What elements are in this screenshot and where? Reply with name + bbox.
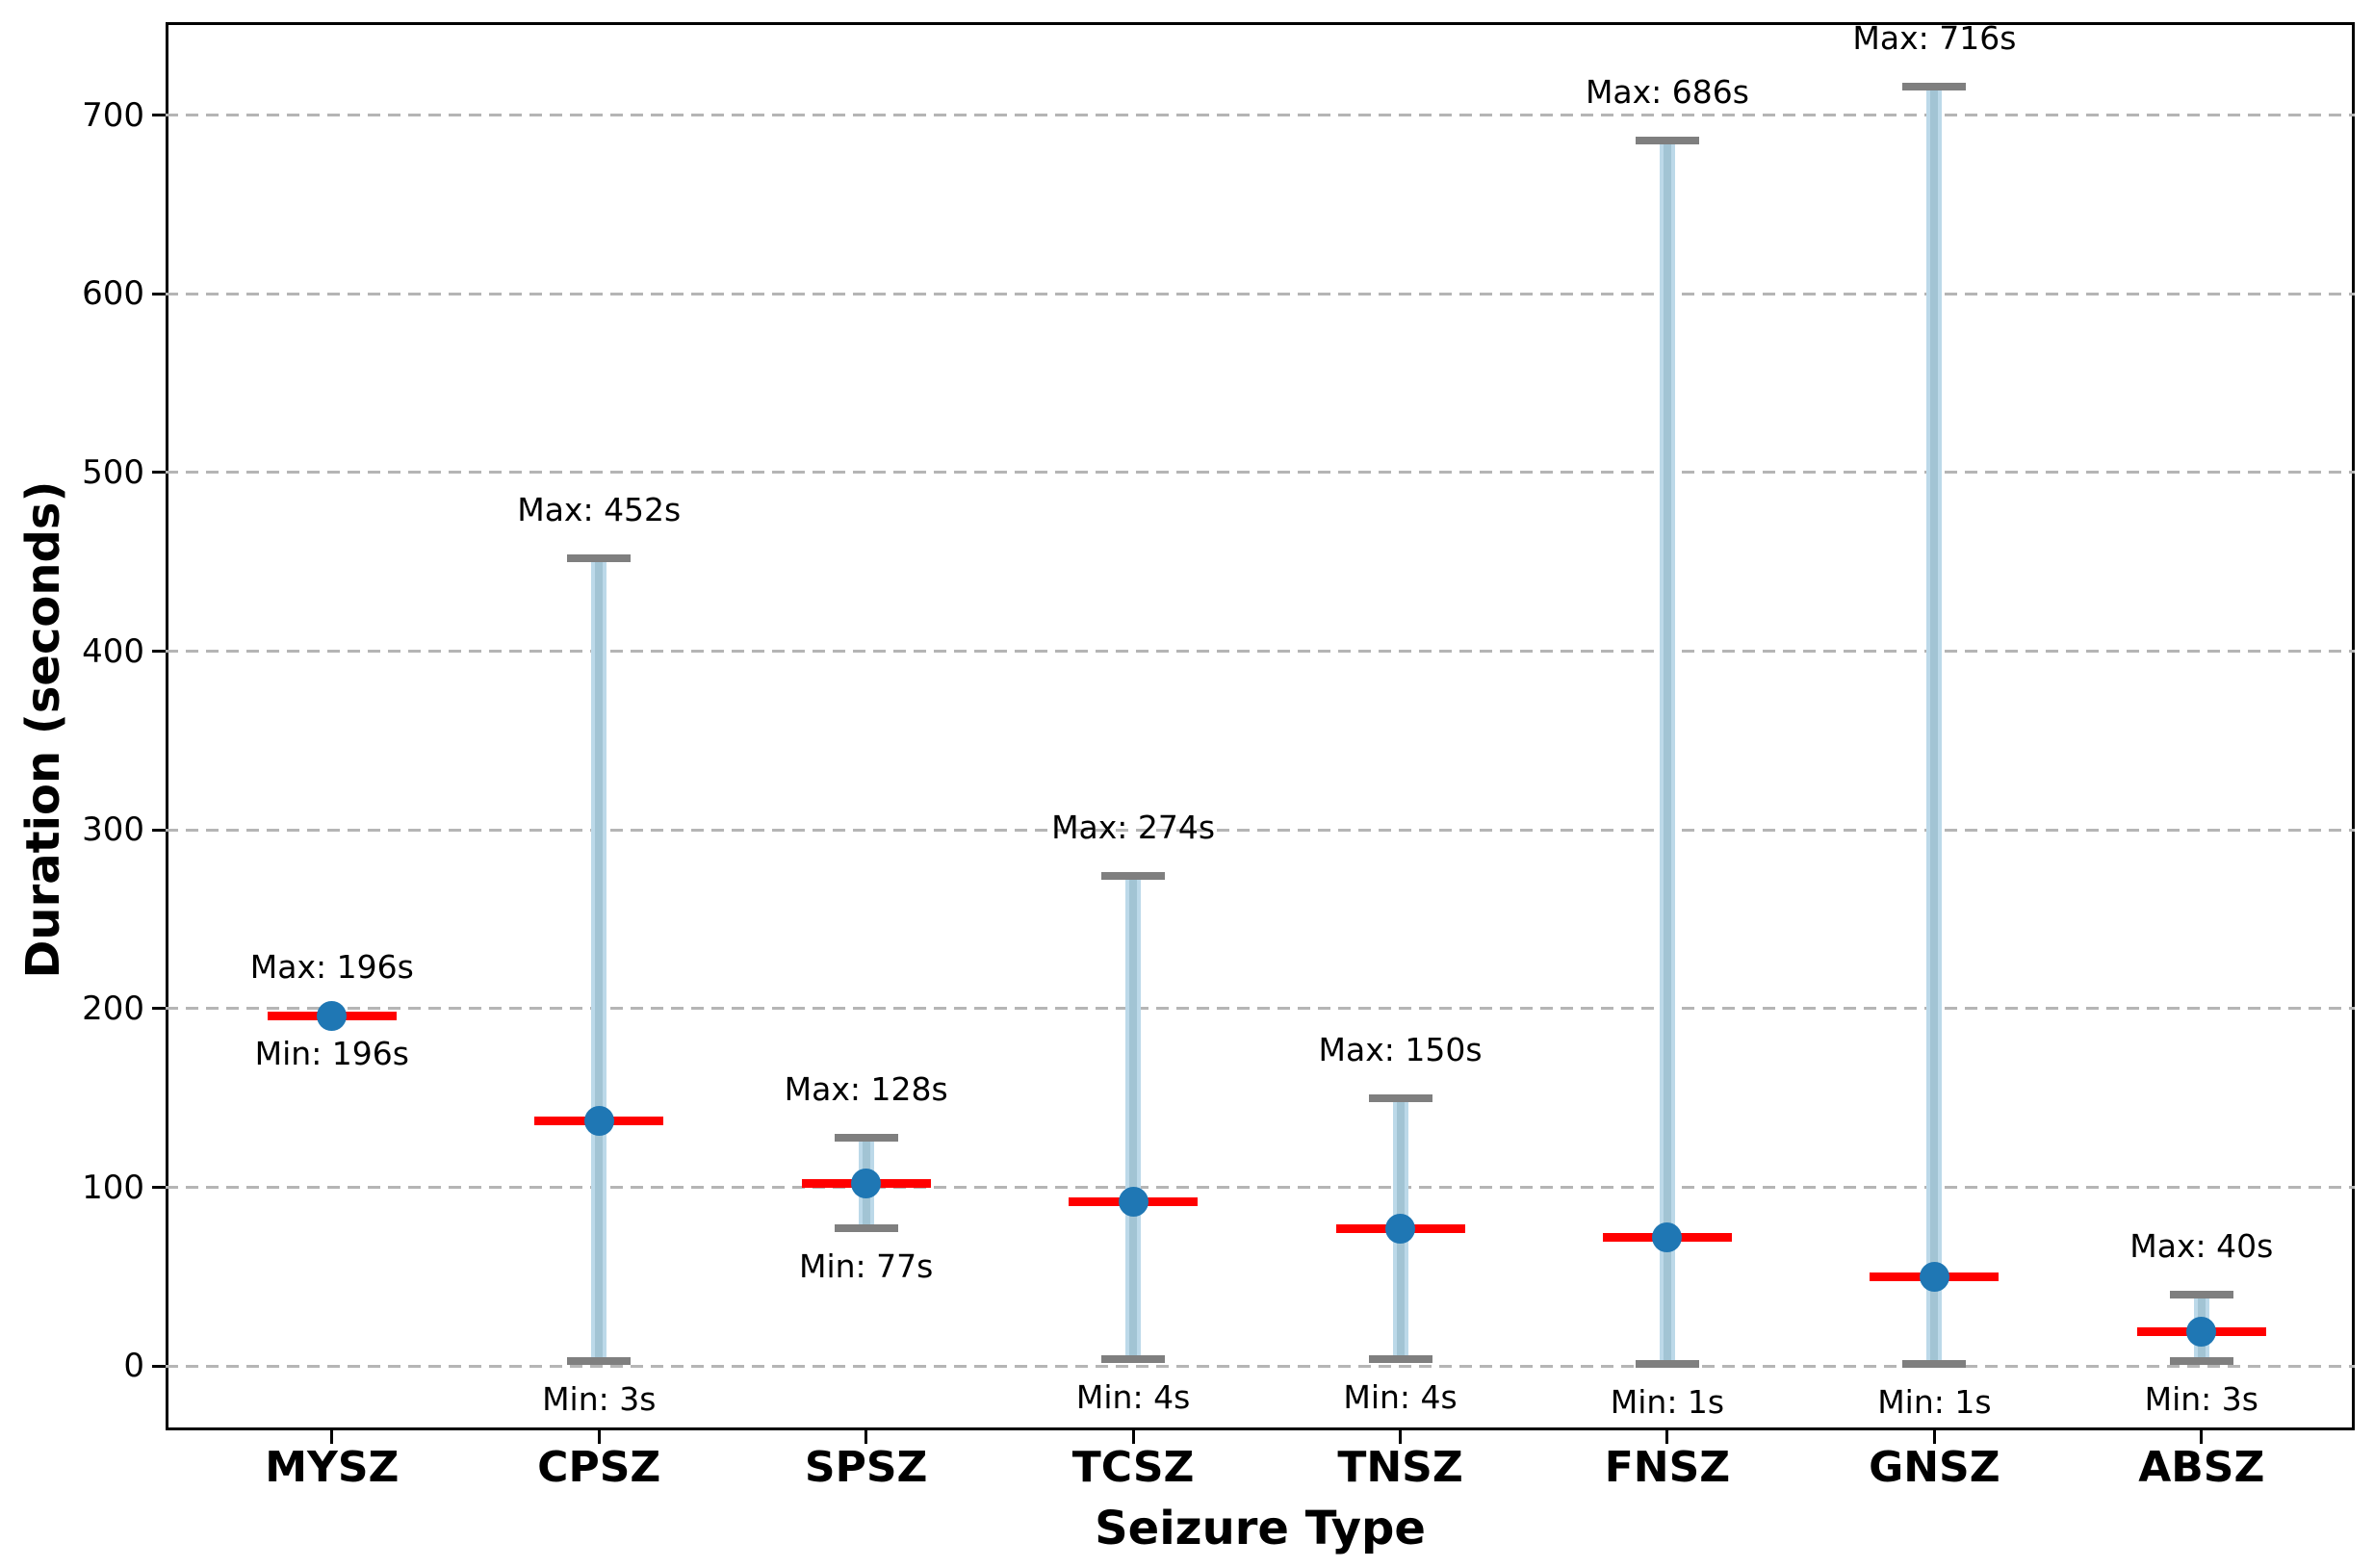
min-annotation-SPSZ: Min: 77s xyxy=(798,1247,934,1286)
y-gridline xyxy=(166,650,2355,654)
y-gridline xyxy=(166,292,2355,296)
x-tick-mark-ABSZ xyxy=(2200,1430,2204,1444)
errorbar-cap-max-CPSZ xyxy=(567,553,632,562)
y-gridline xyxy=(166,471,2355,475)
max-annotation-TNSZ: Max: 150s xyxy=(1318,1030,1483,1068)
x-tick-mark-SPSZ xyxy=(864,1430,868,1444)
plot-area xyxy=(166,22,2355,1430)
y-tick-mark xyxy=(152,471,166,475)
y-gridline xyxy=(166,1364,2355,1368)
range-bar-core-CPSZ xyxy=(595,557,604,1361)
min-annotation-TNSZ: Min: 4s xyxy=(1343,1377,1458,1416)
errorbar-cap-min-CPSZ xyxy=(567,1356,632,1365)
min-annotation-CPSZ: Min: 3s xyxy=(542,1379,657,1418)
x-tick-label-FNSZ: FNSZ xyxy=(1604,1443,1731,1492)
y-gridline xyxy=(166,828,2355,832)
y-gridline xyxy=(166,1007,2355,1011)
mean-dot-SPSZ xyxy=(851,1169,882,1199)
range-bar-core-TCSZ xyxy=(1129,876,1138,1359)
y-tick-label: 600 xyxy=(82,274,144,314)
x-tick-mark-TNSZ xyxy=(1399,1430,1403,1444)
y-tick-mark xyxy=(152,1186,166,1189)
errorbar-cap-min-ABSZ xyxy=(2169,1356,2233,1365)
x-tick-label-CPSZ: CPSZ xyxy=(537,1443,661,1492)
errorbar-cap-min-SPSZ xyxy=(834,1224,898,1233)
y-tick-mark xyxy=(152,650,166,654)
min-annotation-ABSZ: Min: 3s xyxy=(2144,1379,2258,1418)
errorbar-cap-min-TCSZ xyxy=(1101,1354,1166,1363)
x-tick-label-TNSZ: TNSZ xyxy=(1337,1443,1463,1492)
y-tick-mark xyxy=(152,114,166,117)
errorbar-cap-max-ABSZ xyxy=(2169,1290,2233,1298)
errorbar-cap-max-GNSZ xyxy=(1902,82,1967,90)
x-tick-mark-GNSZ xyxy=(1932,1430,1936,1444)
x-tick-mark-FNSZ xyxy=(1665,1430,1669,1444)
max-annotation-MYSZ: Max: 196s xyxy=(249,948,414,987)
mean-dot-TNSZ xyxy=(1385,1213,1416,1244)
y-tick-label: 400 xyxy=(82,631,144,671)
min-annotation-GNSZ: Min: 1s xyxy=(1877,1383,1992,1422)
max-annotation-FNSZ: Max: 686s xyxy=(1585,72,1749,111)
x-tick-label-ABSZ: ABSZ xyxy=(2138,1443,2265,1492)
y-tick-mark xyxy=(152,1007,166,1011)
mean-dot-ABSZ xyxy=(2186,1317,2217,1348)
errorbar-cap-min-GNSZ xyxy=(1902,1360,1967,1369)
range-bar-core-FNSZ xyxy=(1663,140,1671,1365)
max-annotation-ABSZ: Max: 40s xyxy=(2129,1226,2274,1265)
errorbar-cap-max-SPSZ xyxy=(834,1133,898,1142)
mean-dot-MYSZ xyxy=(317,1000,348,1031)
errorbar-cap-min-FNSZ xyxy=(1635,1360,1699,1369)
y-tick-label: 0 xyxy=(123,1347,144,1386)
max-annotation-GNSZ: Max: 716s xyxy=(1852,18,2017,57)
max-annotation-TCSZ: Max: 274s xyxy=(1051,809,1216,847)
errorbar-cap-max-TCSZ xyxy=(1101,872,1166,881)
min-annotation-TCSZ: Min: 4s xyxy=(1075,1377,1191,1416)
x-tick-mark-CPSZ xyxy=(597,1430,601,1444)
y-axis-title: Duration (seconds) xyxy=(16,480,70,979)
max-annotation-SPSZ: Max: 128s xyxy=(784,1069,948,1108)
errorbar-cap-min-TNSZ xyxy=(1368,1354,1432,1363)
x-tick-mark-MYSZ xyxy=(330,1430,334,1444)
mean-dot-CPSZ xyxy=(583,1106,614,1137)
errorbar-cap-max-FNSZ xyxy=(1635,136,1699,144)
y-tick-label: 100 xyxy=(82,1168,144,1207)
x-tick-label-SPSZ: SPSZ xyxy=(804,1443,928,1492)
y-tick-label: 200 xyxy=(82,989,144,1028)
y-tick-mark xyxy=(152,1364,166,1368)
y-tick-label: 300 xyxy=(82,810,144,850)
y-tick-mark xyxy=(152,828,166,832)
mean-dot-TCSZ xyxy=(1118,1186,1148,1217)
mean-dot-FNSZ xyxy=(1652,1221,1683,1252)
y-gridline xyxy=(166,114,2355,117)
y-tick-label: 500 xyxy=(82,452,144,492)
y-tick-label: 700 xyxy=(82,95,144,135)
mean-dot-GNSZ xyxy=(1919,1261,1949,1292)
max-annotation-CPSZ: Max: 452s xyxy=(517,490,682,528)
x-tick-label-MYSZ: MYSZ xyxy=(265,1443,400,1492)
x-tick-mark-TCSZ xyxy=(1131,1430,1135,1444)
y-gridline xyxy=(166,1186,2355,1189)
x-tick-label-GNSZ: GNSZ xyxy=(1869,1443,2000,1492)
x-axis-title: Seizure Type xyxy=(1095,1502,1426,1555)
min-annotation-FNSZ: Min: 1s xyxy=(1610,1383,1725,1422)
errorbar-cap-max-TNSZ xyxy=(1368,1093,1432,1102)
range-bar-core-GNSZ xyxy=(1930,86,1939,1365)
y-tick-mark xyxy=(152,292,166,296)
x-tick-label-TCSZ: TCSZ xyxy=(1071,1443,1195,1492)
min-annotation-MYSZ: Min: 196s xyxy=(254,1035,409,1073)
